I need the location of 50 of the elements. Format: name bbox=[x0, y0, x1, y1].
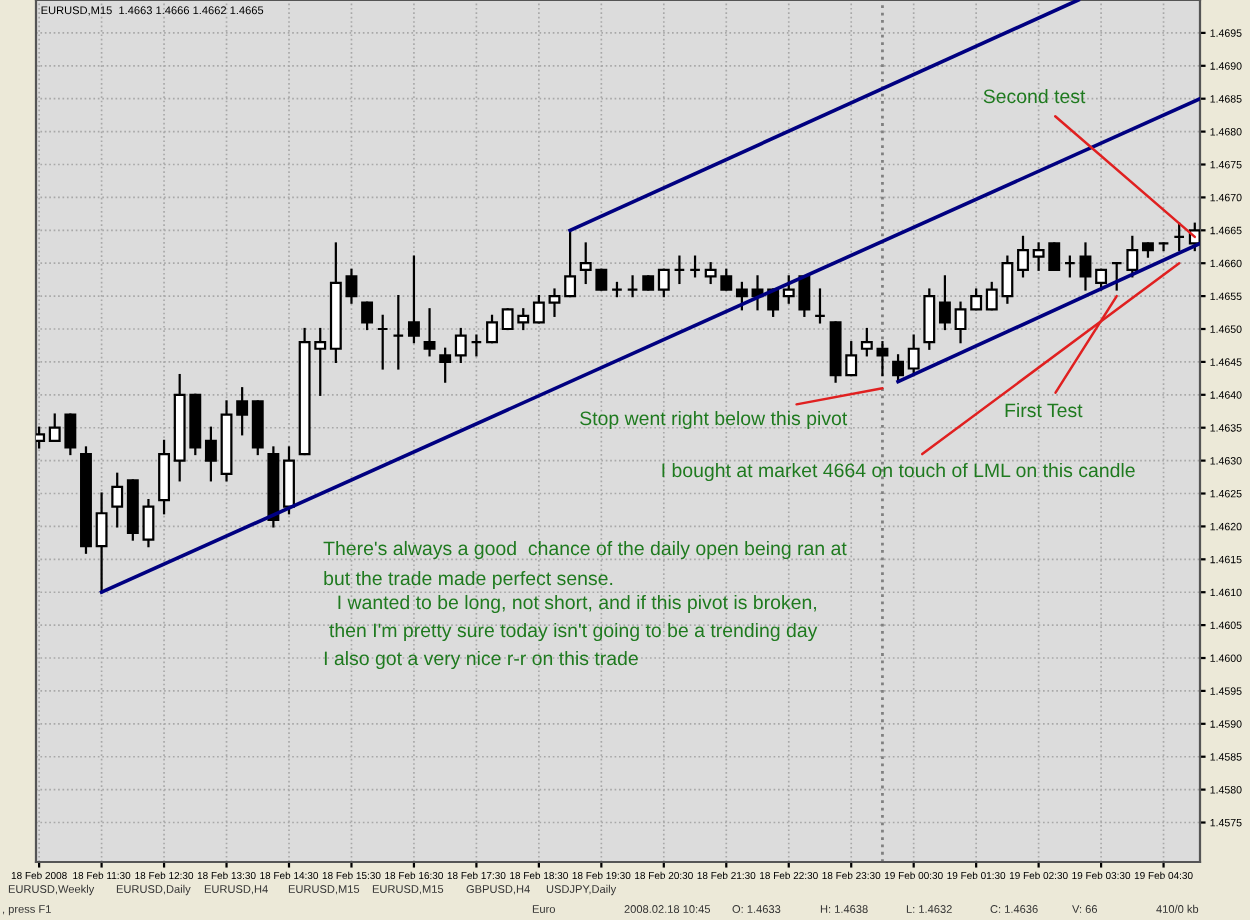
candlestick bbox=[938, 275, 951, 331]
candlestick bbox=[564, 229, 577, 298]
candlestick bbox=[361, 301, 374, 331]
candlestick bbox=[923, 288, 936, 350]
annotation: First Test bbox=[1005, 402, 1083, 418]
candlestick bbox=[689, 255, 701, 278]
candlestick bbox=[345, 268, 358, 304]
candlestick bbox=[1110, 262, 1123, 291]
candlestick bbox=[548, 288, 561, 317]
candlestick bbox=[158, 439, 171, 515]
candlestick bbox=[486, 314, 498, 344]
annotation: Second test bbox=[983, 88, 1086, 104]
annotation: but the trade made perfect sense. bbox=[324, 570, 613, 590]
candlestick bbox=[376, 314, 389, 370]
candlestick bbox=[470, 334, 483, 357]
candlestick bbox=[392, 295, 405, 370]
candlestick bbox=[407, 255, 420, 344]
annotation: I wanted to be long, not short, and if this pivot is broken, bbox=[338, 594, 816, 614]
candlestick bbox=[1079, 242, 1092, 291]
candlestick bbox=[735, 281, 748, 311]
candlestick bbox=[1063, 255, 1076, 278]
candlestick bbox=[1126, 235, 1139, 278]
candlestick bbox=[1157, 242, 1170, 252]
candlestick bbox=[251, 400, 264, 456]
candlestick bbox=[814, 288, 826, 324]
candlestick bbox=[95, 492, 108, 594]
candlestick bbox=[1095, 268, 1108, 291]
annotation: There's always a good chance of the daily open being ran at bbox=[323, 540, 847, 560]
candlestick bbox=[907, 334, 920, 377]
candlestick bbox=[954, 301, 967, 344]
candlestick bbox=[236, 387, 249, 436]
annotation: I bought at market 4664 on touch of LML on this candle bbox=[662, 462, 1135, 482]
candlestick bbox=[970, 288, 983, 311]
candlestick bbox=[626, 275, 639, 298]
annotation: then I'm pretty sure today isn't going to be a trending day bbox=[329, 622, 818, 642]
candlestick bbox=[111, 472, 124, 528]
candlestick bbox=[892, 354, 905, 383]
candlestick bbox=[36, 426, 46, 449]
candlestick bbox=[454, 327, 467, 364]
annotation: Stop went right below this pivot bbox=[580, 410, 848, 430]
candlestick bbox=[1173, 222, 1186, 252]
candlestick bbox=[532, 295, 545, 324]
candlestick bbox=[204, 426, 217, 482]
annotation: I also got a very nice r-r on this trade bbox=[324, 650, 638, 670]
candlestick bbox=[1017, 235, 1029, 278]
candlestick bbox=[657, 268, 670, 298]
candlestick bbox=[439, 347, 452, 383]
candlestick bbox=[673, 255, 686, 285]
candlestick bbox=[283, 446, 295, 515]
candlestick bbox=[423, 308, 436, 357]
